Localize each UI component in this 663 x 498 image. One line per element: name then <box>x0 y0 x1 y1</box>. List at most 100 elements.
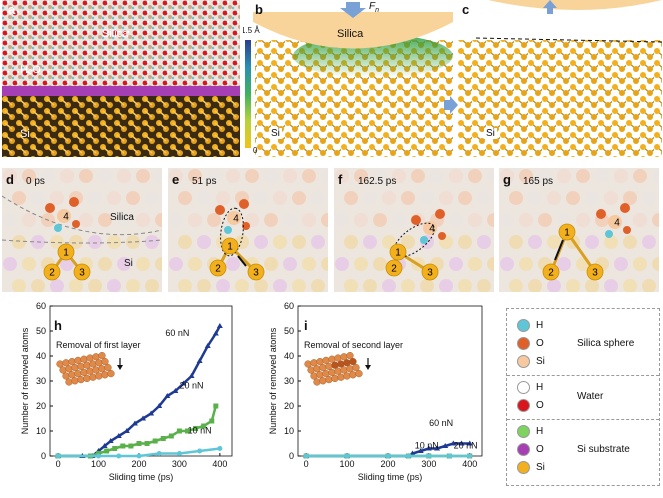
chart-i: 0 100 200 300 400 0 10 20 30 40 50 60 Sliding time (… <box>268 301 483 482</box>
water-label: H₂O <box>20 64 41 76</box>
y-tick-label: 50 <box>36 326 46 336</box>
legend-swatch <box>517 443 530 456</box>
panel-a-label: a <box>8 2 16 17</box>
data-point <box>209 418 215 424</box>
data-point <box>466 440 473 446</box>
series-label: 60 nN <box>165 328 189 338</box>
data-point <box>180 380 187 386</box>
y-tick-label: 40 <box>36 351 46 361</box>
y-tick-label: 50 <box>284 326 294 336</box>
si-label: Si <box>20 128 30 140</box>
chart-h: 0 100 200 300 400 0 10 20 30 40 50 60 Sliding time (… <box>20 301 233 482</box>
y-tick-label: 30 <box>284 376 294 386</box>
panel-d-time: 0 ps <box>26 176 45 187</box>
series-label: 10 nN <box>188 426 212 436</box>
series-label: 60 nN <box>429 418 453 428</box>
atom-number-3: 3 <box>427 268 433 279</box>
panel-g-label: g <box>503 172 511 187</box>
data-point <box>128 443 134 449</box>
legend-item: H <box>517 425 543 438</box>
data-point <box>116 453 122 459</box>
data-point <box>96 453 102 459</box>
y-axis-label: Number of removed atoms <box>20 327 30 434</box>
panel-g: 1 2 3 4 g 165 ps <box>499 168 659 292</box>
data-point <box>446 453 452 459</box>
atom-number-1: 1 <box>63 248 69 259</box>
data-point <box>176 428 182 434</box>
atom-3 <box>73 263 91 281</box>
data-point <box>156 451 162 456</box>
atom-legend: H O Si Silica sphere H O Water H O Si Si substrate <box>506 308 660 486</box>
legend-item-label: O <box>536 444 544 455</box>
legend-swatch <box>517 425 530 438</box>
data-point <box>216 323 223 328</box>
y-tick-label: 40 <box>284 351 294 361</box>
colorbar <box>245 40 251 148</box>
panel-d-illustration: 12 3 4 <box>2 169 162 292</box>
series-label: 20 nN <box>454 441 478 451</box>
data-point <box>426 453 432 459</box>
si-label-b: Si <box>269 128 282 139</box>
data-point <box>193 426 199 431</box>
data-point <box>303 453 309 459</box>
atom-3 <box>586 263 604 281</box>
panel-a: a Silica H₂O Si <box>2 0 240 157</box>
panel-i-label: i <box>304 318 308 333</box>
series-line-10-nN <box>58 447 221 458</box>
legend-item: H <box>517 319 543 332</box>
legend-item: Si <box>517 355 545 368</box>
atom-1 <box>558 223 576 241</box>
data-point <box>417 448 424 453</box>
data-point <box>172 388 179 393</box>
y-tick-label: 20 <box>36 401 46 411</box>
legend-item: O <box>517 443 544 456</box>
legend-item: Si <box>517 461 545 474</box>
legend-group-title: Silica sphere <box>577 338 635 349</box>
x-tick-label: 400 <box>212 459 227 469</box>
legend-swatch <box>517 399 530 412</box>
colorbar-max-label: 1.5 Å <box>243 26 260 35</box>
panel-e-illustration: 12 3 4 <box>169 169 328 292</box>
atom-number-1: 1 <box>564 228 570 239</box>
atom-number-4: 4 <box>429 224 435 235</box>
atom-number-2: 2 <box>215 264 221 275</box>
y-tick-label: 0 <box>289 451 294 461</box>
data-point <box>458 440 465 446</box>
panel-g-time: 165 ps <box>523 176 554 187</box>
panel-a-illustration <box>2 0 240 157</box>
data-point <box>467 453 473 459</box>
data-point <box>136 441 142 446</box>
atom-2 <box>385 259 403 277</box>
legend-swatch <box>517 461 530 474</box>
x-tick-label: 100 <box>340 459 355 469</box>
legend-item: O <box>517 337 544 350</box>
data-point <box>168 433 174 439</box>
atom-number-1: 1 <box>227 242 233 253</box>
atom-number-3: 3 <box>253 268 259 279</box>
data-point <box>434 445 441 451</box>
data-point <box>136 453 142 459</box>
data-point <box>385 453 391 459</box>
x-tick-label: 200 <box>380 459 395 469</box>
si-label-c: Si <box>484 128 497 139</box>
panel-f-label: f <box>338 172 343 187</box>
legend-swatch <box>517 355 530 368</box>
legend-group-title: Si substrate <box>577 444 630 455</box>
silica-label-d: Silica <box>110 212 134 223</box>
x-tick-label: 300 <box>172 459 187 469</box>
legend-divider <box>507 419 659 420</box>
panel-c: c Si <box>458 0 662 157</box>
panel-d-label: d <box>6 172 14 187</box>
y-tick-label: 10 <box>284 426 294 436</box>
atom-number-2: 2 <box>391 264 397 275</box>
atom-number-2: 2 <box>548 268 554 279</box>
panel-g-illustration: 1 2 3 4 <box>500 169 659 292</box>
y-axis-label: Number of removed atoms <box>268 327 278 434</box>
silica-label: Silica <box>102 28 129 40</box>
legend-item: O <box>517 399 544 412</box>
legend-item-label: O <box>536 338 544 349</box>
data-point <box>450 440 457 446</box>
data-point <box>405 453 411 459</box>
x-tick-label: 0 <box>56 459 61 469</box>
